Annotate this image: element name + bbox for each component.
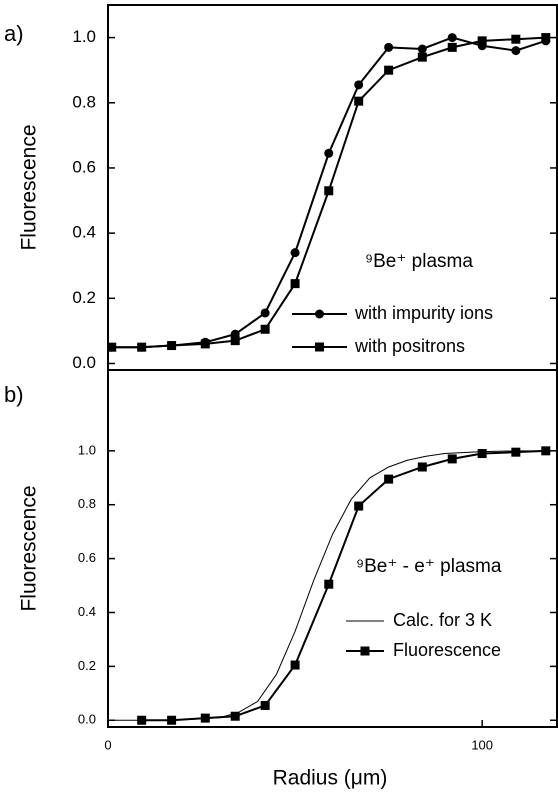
marker [290, 660, 300, 670]
marker [230, 711, 240, 721]
marker [167, 715, 177, 725]
marker [447, 454, 457, 464]
annotation: ⁹Be⁺ - e⁺ plasma [356, 556, 502, 577]
marker [511, 34, 521, 44]
marker [541, 33, 551, 43]
y-tick-label: 0.2 [78, 658, 96, 673]
legend-text: with impurity ions [354, 303, 493, 323]
marker [260, 700, 270, 710]
marker [167, 341, 177, 351]
marker [511, 447, 521, 457]
marker [354, 501, 364, 511]
panel: 0.0 0.2 0.4 0.6 0.8 1.0 0 100 Fluorescence Radius… [4, 369, 558, 790]
legend-text: Calc. for 3 K [393, 610, 492, 630]
marker [384, 474, 394, 484]
marker [200, 713, 210, 723]
marker [324, 186, 334, 196]
marker [290, 248, 300, 258]
y-tick-label: 1.0 [72, 27, 96, 46]
marker [417, 52, 427, 62]
y-tick-label: 0.8 [72, 92, 96, 111]
marker [354, 96, 364, 106]
panel-label: a) [4, 21, 24, 46]
legend-marker [315, 309, 324, 319]
marker [477, 36, 487, 46]
data-line [141, 449, 546, 722]
x-tick-label: 0 [104, 737, 111, 752]
marker [230, 336, 240, 346]
x-axis-label: Radius (μm) [273, 767, 388, 790]
marker [260, 324, 270, 334]
marker [324, 579, 334, 589]
y-tick-label: 0.8 [78, 496, 96, 511]
plot-frame [107, 369, 558, 728]
marker [137, 342, 147, 352]
y-axis-label: Fluorescence [18, 124, 41, 250]
marker [417, 462, 427, 472]
legend-marker [315, 342, 324, 352]
marker [290, 279, 300, 289]
legend-text: with positrons [354, 336, 465, 356]
marker [260, 308, 270, 318]
marker [107, 342, 117, 352]
panel-label: b) [4, 382, 24, 407]
legend-text: Fluorescence [393, 640, 501, 660]
x-tick-label: 100 [471, 737, 493, 752]
y-axis-label: Fluorescence [18, 485, 41, 611]
marker [477, 449, 487, 459]
y-tick-label: 0.6 [72, 157, 96, 176]
marker [324, 148, 334, 158]
marker [541, 446, 551, 456]
y-tick-label: 0.6 [78, 550, 96, 565]
y-tick-label: 0.4 [72, 223, 96, 242]
y-tick-label: 0.4 [78, 604, 96, 619]
marker [354, 80, 364, 90]
marker [511, 46, 521, 56]
y-tick-label: 0.0 [72, 353, 96, 372]
legend-marker [360, 646, 370, 656]
marker [384, 42, 394, 52]
marker [417, 44, 427, 54]
marker [384, 65, 394, 75]
panel: 0.0 0.2 0.4 0.6 0.8 1.0 Fluorescence a) ⁹Be⁺ pla… [4, 4, 558, 372]
marker [447, 33, 457, 43]
annotation: ⁹Be⁺ plasma [365, 251, 473, 272]
y-tick-label: 0.2 [72, 288, 96, 307]
marker [447, 42, 457, 52]
y-tick-label: 1.0 [78, 442, 96, 457]
marker [137, 715, 147, 725]
marker [200, 339, 210, 349]
y-tick-label: 0.0 [78, 712, 96, 727]
